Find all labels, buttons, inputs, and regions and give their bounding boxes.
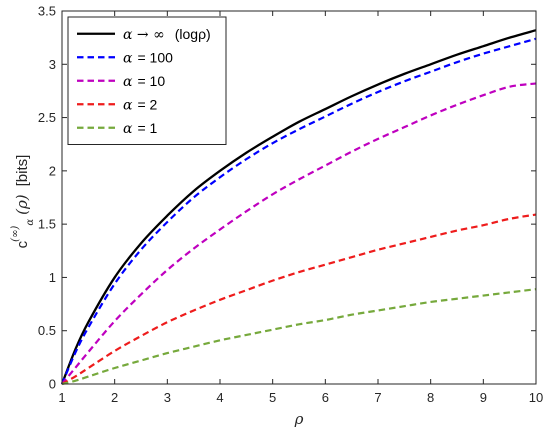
- y-tick-label: 2: [49, 163, 56, 178]
- legend-entry-suffix: = 100: [137, 49, 173, 65]
- x-tick-label: 2: [111, 390, 118, 405]
- legend-entry-suffix: = 1: [137, 120, 157, 136]
- y-tick-label: 1.5: [38, 217, 56, 232]
- y-axis-label-arg: (ρ): [13, 194, 31, 215]
- y-tick-label: 3.5: [38, 4, 56, 19]
- legend-entry-prefix: α → ∞: [123, 27, 165, 43]
- y-axis-label-superscript: (∞): [10, 226, 21, 242]
- y-tick-label: 0.5: [38, 323, 56, 338]
- legend-entry-suffix: = 10: [137, 73, 165, 89]
- legend-box: [67, 16, 227, 145]
- y-tick-label: 1: [49, 270, 56, 285]
- x-tick-label: 9: [480, 390, 487, 405]
- legend-entry-prefix: α: [123, 74, 133, 90]
- x-tick-label: 6: [322, 390, 329, 405]
- legend-entry-prefix: α: [123, 97, 133, 113]
- x-tick-label: 8: [427, 390, 434, 405]
- x-tick-label: 1: [58, 390, 65, 405]
- y-axis-label-subscript: α: [25, 219, 36, 226]
- y-axis-label: c(∞) α (ρ) [bits]: [10, 155, 36, 249]
- plot-frame: [61, 10, 537, 385]
- x-tick-label: 3: [164, 390, 171, 405]
- y-axis-label-main: c: [14, 240, 31, 248]
- x-axis-label: ρ: [294, 410, 304, 428]
- x-tick-label: 4: [216, 390, 223, 405]
- legend-entry-prefix: α: [123, 121, 133, 137]
- y-tick-label: 0: [49, 377, 56, 392]
- series-line-2: [61, 82, 537, 385]
- legend-entry-suffix: = 2: [137, 96, 157, 112]
- x-tick-label: 5: [269, 390, 276, 405]
- y-axis-ticks: 0 0.5 1 1.5 2 2.5 3 3.5: [38, 4, 536, 392]
- series-line-1: [60, 37, 537, 385]
- x-tick-label: 10: [529, 390, 543, 405]
- legend-entry-4: α = 1: [123, 120, 158, 137]
- series-line-4: [61, 288, 537, 386]
- legend-entry-0: α → ∞ (logρ): [123, 26, 211, 43]
- series-layer: [60, 29, 537, 386]
- series-line-3: [61, 213, 537, 385]
- y-axis-label-unit: [bits]: [14, 155, 31, 187]
- legend-entry-3: α = 2: [123, 96, 158, 113]
- x-tick-label: 7: [374, 390, 381, 405]
- y-tick-label: 3: [49, 57, 56, 72]
- series-line-0: [60, 29, 537, 385]
- legend-entry-2: α = 10: [123, 73, 165, 90]
- x-axis-ticks: 1 2 3 4 5 6 7 8 9 10: [58, 11, 543, 405]
- legend-entry-prefix: α: [123, 50, 133, 66]
- legend-entry-1: α = 100: [123, 49, 173, 66]
- y-tick-label: 2.5: [38, 110, 56, 125]
- legend-entry-suffix: (logρ): [175, 26, 211, 42]
